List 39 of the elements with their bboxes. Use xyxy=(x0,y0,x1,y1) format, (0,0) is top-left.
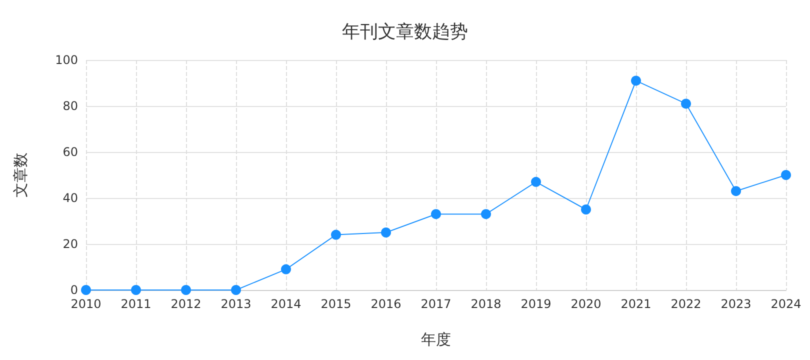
x-axis-title: 年度 xyxy=(421,330,451,348)
point xyxy=(481,209,491,220)
point xyxy=(331,230,341,240)
point xyxy=(531,176,541,187)
x-tick-label: 2022 xyxy=(670,297,702,311)
x-tick-label: 2024 xyxy=(770,297,802,311)
point xyxy=(631,76,641,86)
point xyxy=(681,98,691,109)
point xyxy=(731,186,741,196)
x-tick-label: 2017 xyxy=(420,297,452,311)
point xyxy=(431,209,441,220)
y-tick-label: 60 xyxy=(62,145,78,159)
point xyxy=(131,285,141,295)
point xyxy=(381,228,391,238)
point xyxy=(281,264,291,274)
point xyxy=(181,285,191,295)
x-tick-label: 2011 xyxy=(120,297,152,311)
y-tick-label: 20 xyxy=(62,237,78,251)
x-tick-label: 2010 xyxy=(70,297,102,311)
point xyxy=(231,285,241,295)
x-tick-label: 2014 xyxy=(270,297,302,311)
x-tick-label: 2019 xyxy=(520,297,552,311)
y-tick-label: 0 xyxy=(70,283,78,297)
x-tick-label: 2023 xyxy=(720,297,752,311)
y-tick-label: 40 xyxy=(62,191,78,205)
x-tick-label: 2015 xyxy=(320,297,352,311)
x-tick-label: 2020 xyxy=(570,297,602,311)
point xyxy=(781,170,791,180)
y-tick-label: 100 xyxy=(55,53,78,67)
x-tick-label: 2012 xyxy=(170,297,202,311)
x-tick-label: 2021 xyxy=(620,297,652,311)
y-tick-label: 80 xyxy=(62,99,78,113)
x-tick-label: 2016 xyxy=(370,297,402,311)
point xyxy=(81,285,91,295)
point xyxy=(581,204,591,214)
chart-title: 年刊文章数趋势 xyxy=(342,22,468,42)
x-tick-label: 2013 xyxy=(220,297,252,311)
x-tick-label: 2018 xyxy=(470,297,502,311)
y-axis-title: 文章数 xyxy=(12,152,30,198)
